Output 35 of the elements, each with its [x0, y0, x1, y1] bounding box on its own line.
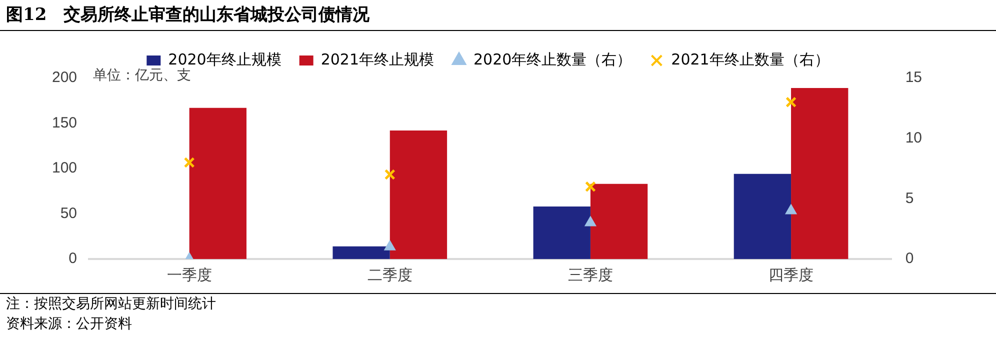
- bar: [734, 174, 792, 259]
- point: [584, 181, 596, 192]
- bar: [590, 184, 648, 259]
- x-tick-label: 四季度: [768, 267, 814, 284]
- x-tick-label: 二季度: [367, 267, 412, 284]
- x-tick-label: 一季度: [166, 267, 212, 284]
- chart-title: 图12 交易所终止审查的山东省城投公司债情况: [0, 0, 996, 31]
- y-tick-label: 50: [60, 204, 78, 222]
- bar: [791, 88, 848, 259]
- text: 资料来源：公开资料: [6, 315, 133, 334]
- bar: [390, 130, 448, 259]
- text: 注：按照交易所网站更新时间统计: [6, 295, 217, 314]
- y2-tick-label: 10: [905, 129, 922, 146]
- point: [584, 216, 596, 226]
- y2-tick-label: 0: [905, 250, 914, 268]
- y-tick-label: 150: [52, 114, 78, 132]
- bar: [533, 206, 590, 259]
- point: [786, 96, 797, 108]
- y2-tick-label: 5: [905, 190, 914, 207]
- legend-label: 2021年终止数量（右）: [671, 50, 830, 68]
- y-tick-label: 200: [52, 69, 78, 86]
- y2-tick-label: 15: [905, 69, 922, 86]
- x-tick-label: 三季度: [568, 267, 613, 284]
- legend-label: 2020年终止规模: [168, 50, 282, 68]
- point: [785, 204, 797, 214]
- annotation: 单位：亿元、支: [93, 68, 192, 84]
- y-tick-label: 100: [52, 160, 78, 177]
- point: [184, 156, 195, 168]
- legend-label: 2021年终止规模: [320, 50, 434, 68]
- legend-label: 2020年终止数量（右）: [474, 50, 632, 68]
- bar: [332, 246, 390, 259]
- bar: [189, 108, 246, 259]
- y-tick-label: 0: [68, 250, 78, 268]
- point: [384, 240, 396, 250]
- point: [384, 169, 396, 180]
